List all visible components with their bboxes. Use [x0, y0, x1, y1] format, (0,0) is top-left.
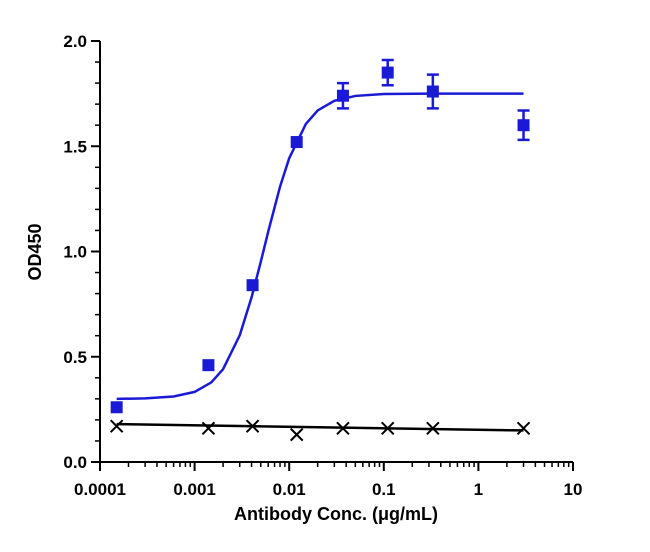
y-tick-label: 0.0 [63, 453, 87, 472]
fit-line [116, 422, 524, 432]
data-point [426, 85, 439, 98]
data-point [110, 401, 123, 414]
data-point [381, 66, 394, 79]
data-point [202, 359, 215, 372]
data-point [109, 419, 124, 433]
data-point [517, 119, 530, 132]
data-point [246, 279, 259, 292]
fit-line [116, 92, 524, 401]
x-tick-label: 0.0001 [74, 480, 126, 499]
y-tick-label: 1.5 [63, 137, 87, 156]
x-tick-label: 10 [564, 480, 583, 499]
x-axis-title: Antibody Conc. (μg/mL) [234, 504, 438, 524]
x-tick-label: 0.01 [273, 480, 306, 499]
data-point [201, 421, 216, 436]
y-tick-label: 0.5 [63, 348, 87, 367]
y-tick-label: 2.0 [63, 32, 87, 51]
y-axis-title: OD450 [25, 223, 45, 280]
data-point [289, 427, 304, 442]
data-point [516, 421, 531, 436]
x-tick-label: 0.001 [173, 480, 216, 499]
y-tick-label: 1.0 [63, 243, 87, 262]
x-tick-label: 1 [474, 480, 483, 499]
x-tick-label: 0.1 [372, 480, 396, 499]
